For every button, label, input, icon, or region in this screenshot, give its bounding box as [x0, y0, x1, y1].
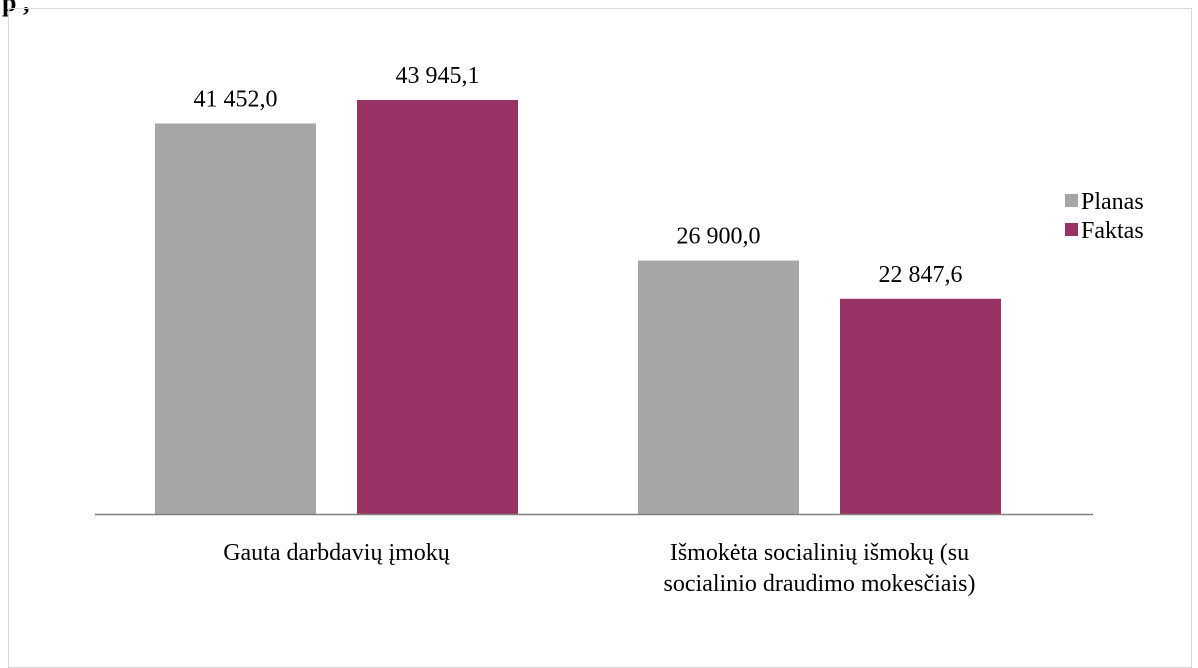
category-label-1-line-0: Išmokėta socialinių išmokų (su [670, 540, 969, 566]
legend-label-faktas: Faktas [1081, 218, 1144, 244]
data-label-planas-0: 41 452,0 [194, 86, 278, 112]
bar-chart: 41 452,0 26 900,0 43 945,1 22 847,6 Gauta da… [95, 63, 1144, 597]
category-label-1-line-1: socialinio draudimo mokesčiais) [664, 571, 976, 597]
data-label-faktas-0: 43 945,1 [396, 63, 480, 89]
bar-planas-1 [638, 260, 799, 514]
legend-swatch-planas [1065, 194, 1078, 207]
data-label-faktas-1: 22 847,6 [879, 262, 963, 288]
legend-label-planas: Planas [1081, 189, 1144, 215]
legend-swatch-faktas [1065, 223, 1078, 236]
category-label-0-line-0: Gauta darbdavių įmokų [223, 540, 451, 566]
data-label-planas-1: 26 900,0 [677, 224, 761, 250]
bar-faktas-1 [840, 298, 1001, 514]
bar-planas-0 [155, 123, 316, 514]
bar-faktas-0 [357, 100, 518, 514]
